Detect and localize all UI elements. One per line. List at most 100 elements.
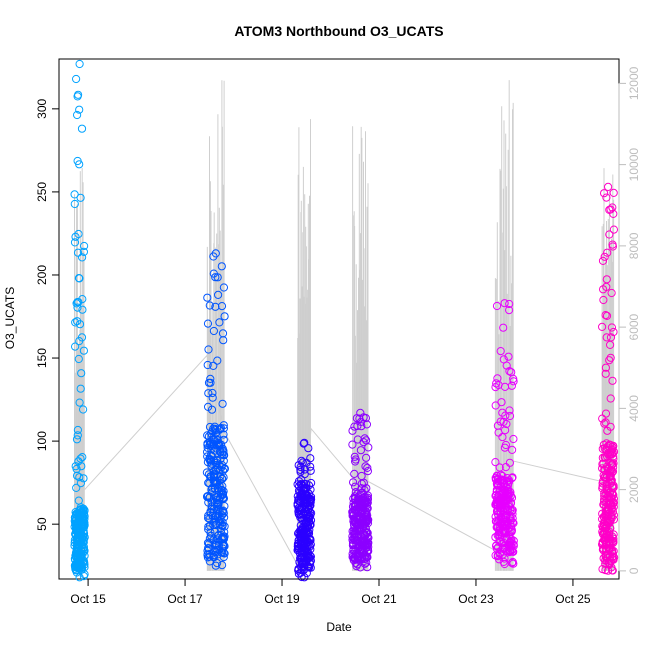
data-point-flight-3: [307, 478, 316, 488]
data-point-flight-5: [506, 514, 515, 523]
data-point-flight-1: [73, 248, 83, 257]
data-point-flight-2: [215, 476, 224, 485]
data-point-flight-4: [354, 503, 363, 512]
data-point-flight-2: [203, 431, 212, 440]
data-point-flight-4: [363, 528, 372, 538]
data-point-flight-1: [73, 317, 82, 326]
data-point-flight-6: [607, 288, 616, 298]
data-point-flight-2: [211, 515, 220, 524]
data-point-flight-6: [600, 189, 609, 198]
data-point-flight-3: [298, 523, 307, 532]
data-point-flight-4: [363, 467, 372, 476]
data-point-flight-2: [211, 273, 220, 282]
data-point-flight-3: [296, 462, 305, 472]
data-point-flight-2: [219, 283, 228, 292]
data-point-flight-2: [209, 520, 218, 530]
data-point-flight-5: [493, 507, 502, 516]
data-point-flight-1: [72, 299, 81, 308]
data-point-flight-1: [75, 398, 84, 407]
data-point-flight-2: [218, 329, 228, 338]
data-point-flight-2: [213, 436, 222, 445]
y2-tick-label: 2000: [627, 476, 641, 503]
data-point-flight-2: [215, 466, 224, 475]
data-point-flight-6: [608, 203, 617, 212]
data-point-flight-6: [602, 282, 611, 291]
data-point-flight-5: [495, 487, 504, 496]
data-point-flight-6: [609, 188, 618, 197]
data-point-flight-5: [496, 486, 505, 495]
data-point-flight-6: [600, 419, 609, 428]
data-point-flight-1: [74, 354, 83, 364]
data-point-flight-6: [598, 460, 607, 469]
data-point-flight-1: [75, 473, 84, 482]
data-point-flight-2: [204, 478, 213, 487]
data-point-flight-1: [70, 513, 80, 522]
data-point-flight-2: [212, 458, 221, 467]
data-point-flight-2: [214, 290, 223, 299]
data-point-flight-6: [601, 512, 610, 521]
data-point-flight-1: [74, 496, 83, 505]
data-point-flight-2: [206, 378, 215, 387]
data-point-flight-4: [350, 530, 359, 539]
data-point-flight-3: [304, 511, 313, 521]
data-point-flight-4-min: [356, 563, 365, 572]
data-point-flight-5: [505, 458, 514, 467]
data-point-flight-5: [493, 472, 502, 481]
data-point-flight-2: [203, 492, 212, 501]
data-point-flight-4: [362, 453, 371, 462]
data-point-flight-6: [600, 252, 609, 261]
data-point-flight-1: [71, 552, 80, 561]
data-point-flight-2: [218, 490, 227, 499]
data-point-flight-4: [364, 443, 373, 452]
data-point-flight-5: [501, 440, 510, 450]
data-point-flight-5: [505, 411, 515, 421]
data-point-flight-4: [349, 478, 358, 487]
plot-frame: [58, 58, 620, 580]
data-point-flight-6: [606, 488, 615, 497]
data-point-flight-4: [355, 507, 364, 517]
data-point-flight-2: [220, 312, 229, 321]
data-point-flight-1: [73, 425, 83, 435]
data-point-flight-1: [74, 229, 83, 239]
data-point-flight-5: [508, 473, 517, 482]
data-point-flight-6: [608, 376, 617, 385]
data-point-flight-5: [499, 323, 508, 332]
data-point-flight-4: [348, 502, 358, 511]
data-point-flight-6: [598, 527, 607, 536]
data-point-flight-4: [359, 478, 368, 487]
y2-tick-label: 4000: [627, 395, 641, 422]
y-tick-label: 300: [35, 99, 49, 119]
data-point-flight-1: [79, 346, 89, 355]
chart-title: ATOM3 Northbound O3_UCATS: [234, 23, 443, 39]
data-point-flight-1: [76, 384, 85, 393]
x-tick-label: Oct 25: [555, 592, 591, 606]
data-point-flight-5: [492, 501, 501, 510]
data-point-flight-1: [75, 160, 84, 169]
data-point-flight-3: [298, 458, 307, 467]
data-point-flight-5: [505, 306, 514, 315]
data-point-flight-3: [305, 507, 314, 517]
data-point-flight-4: [353, 513, 362, 522]
data-point-flight-6: [601, 311, 610, 320]
data-point-flight-1: [72, 510, 81, 520]
data-point-flight-4: [351, 457, 360, 466]
data-point-flight-3: [298, 538, 307, 547]
data-point-flight-3: [306, 545, 315, 554]
data-point-flight-1: [72, 521, 81, 530]
data-point-flight-6: [609, 481, 618, 490]
data-point-flight-1: [78, 253, 87, 262]
data-point-flight-2: [213, 356, 222, 365]
data-point-flight-1: [75, 337, 84, 346]
data-point-flight-1: [73, 298, 82, 307]
data-point-flight-6: [607, 460, 616, 469]
data-point-flight-1: [78, 557, 87, 566]
data-point-flight-2: [212, 548, 221, 557]
data-point-flight-3: [304, 517, 313, 526]
data-point-flight-2: [218, 494, 227, 503]
data-point-flight-4: [355, 414, 364, 423]
data-point-flight-1: [80, 551, 89, 560]
data-point-flight-5: [497, 533, 506, 542]
data-point-flight-5: [505, 367, 514, 376]
data-point-flight-6: [598, 256, 608, 265]
data-point-flight-5: [492, 379, 501, 388]
